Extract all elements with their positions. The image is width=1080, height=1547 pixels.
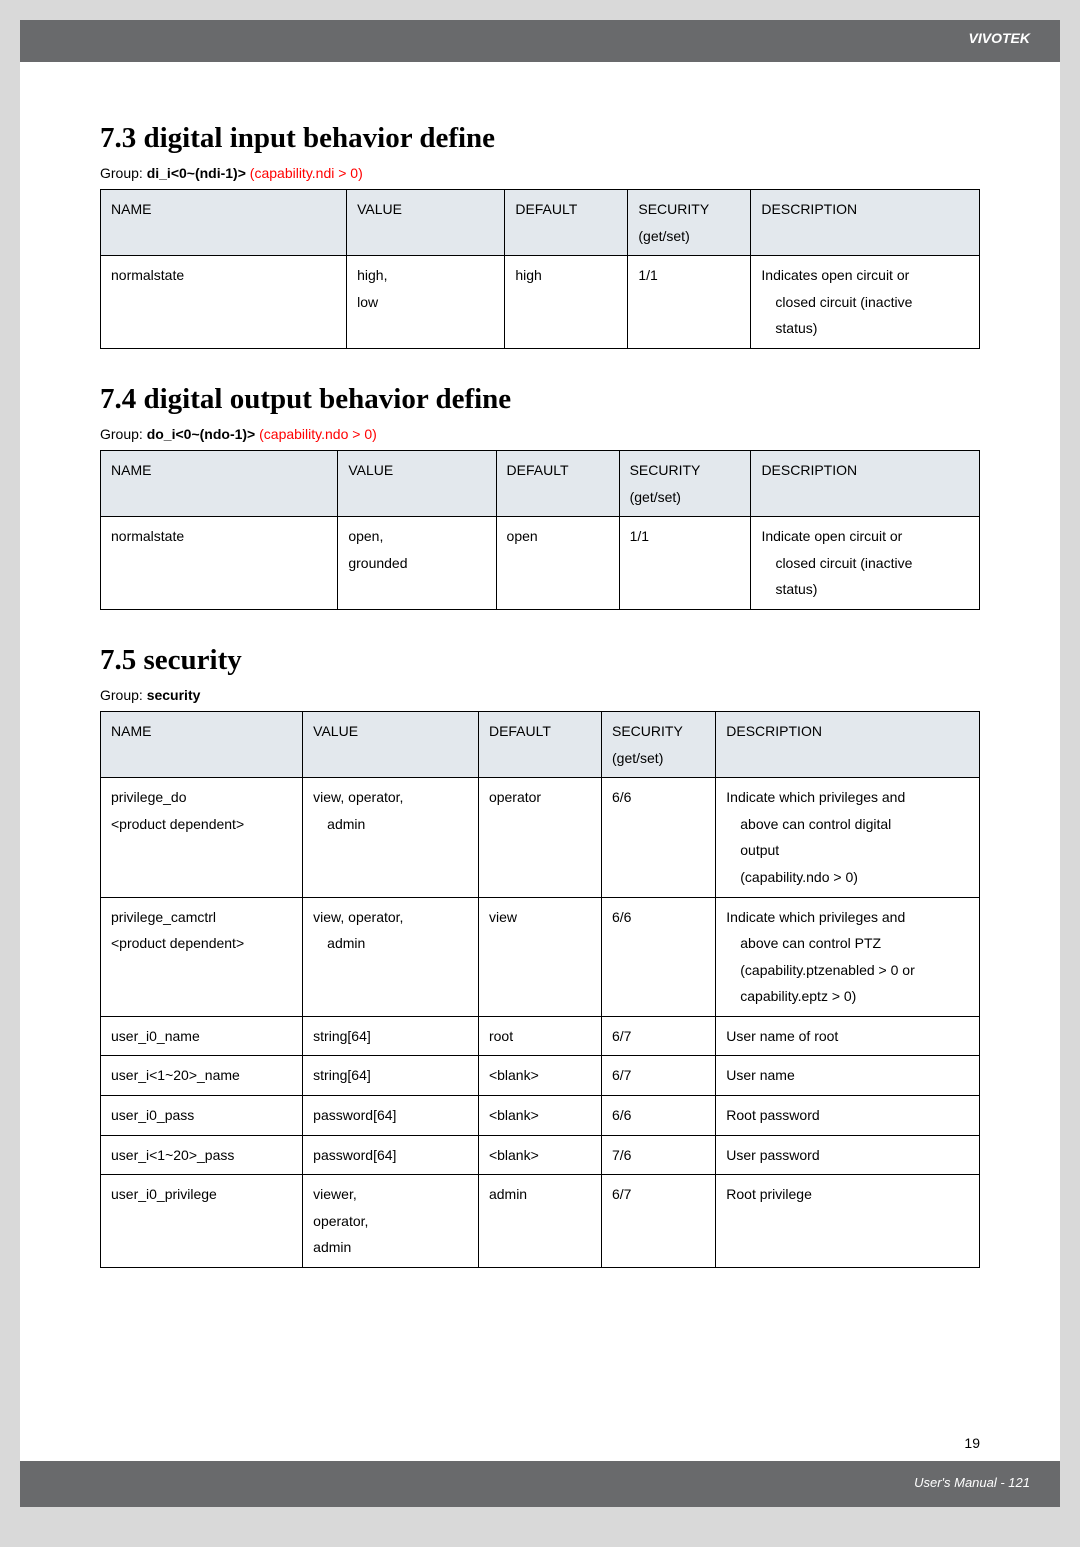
table-cell: high,low (347, 256, 505, 349)
header-band: VIVOTEK (20, 20, 1060, 62)
table-row: user_i0_privilegeviewer,operator,adminad… (101, 1175, 980, 1268)
table-cell: 6/6 (602, 1096, 716, 1136)
table-row: privilege_camctrl<product dependent>view… (101, 897, 980, 1016)
footer-band: User's Manual - 121 (20, 1461, 1060, 1507)
table-cell: user_i<1~20>_pass (101, 1135, 303, 1175)
group-name: security (147, 687, 201, 703)
table-cell: 6/6 (602, 897, 716, 1016)
table-cell: operator (478, 778, 601, 897)
table-row: user_i<1~20>_passpassword[64]<blank>7/6U… (101, 1135, 980, 1175)
table-header-cell: VALUE (347, 190, 505, 256)
table-header-cell: DEFAULT (505, 190, 628, 256)
table-cell: 1/1 (619, 517, 751, 610)
table-cell: 6/6 (602, 778, 716, 897)
group-prefix: Group: (100, 165, 147, 181)
table-cell: view (478, 897, 601, 1016)
table-header-cell: SECURITY(get/set) (628, 190, 751, 256)
table-cell: <blank> (478, 1135, 601, 1175)
group-line-7-3: Group: di_i<0~(ndi-1)> (capability.ndi >… (100, 165, 980, 181)
table-header-cell: VALUE (303, 711, 479, 777)
table-cell: Indicate which privileges andabove can c… (716, 897, 980, 1016)
table-row: user_i<1~20>_namestring[64]<blank>6/7Use… (101, 1056, 980, 1096)
table-cell: view, operator,admin (303, 897, 479, 1016)
table-cell: user_i0_name (101, 1016, 303, 1056)
group-cap: (capability.ndi > 0) (246, 165, 363, 181)
inner-page-number: 19 (964, 1435, 980, 1451)
table-cell: high (505, 256, 628, 349)
table-cell: 6/7 (602, 1016, 716, 1056)
table-cell: password[64] (303, 1135, 479, 1175)
table-header-cell: NAME (101, 450, 338, 516)
table-cell: root (478, 1016, 601, 1056)
section-title-7-3: 7.3 digital input behavior define (100, 122, 980, 155)
brand-label: VIVOTEK (969, 30, 1030, 46)
table-cell: normalstate (101, 256, 347, 349)
table-row: privilege_do<product dependent>view, ope… (101, 778, 980, 897)
table-cell: user_i<1~20>_name (101, 1056, 303, 1096)
table-7-3: NAMEVALUEDEFAULTSECURITY(get/set)DESCRIP… (100, 189, 980, 349)
group-prefix: Group: (100, 687, 147, 703)
table-cell: <blank> (478, 1096, 601, 1136)
table-header-cell: VALUE (338, 450, 496, 516)
table-header-cell: DEFAULT (496, 450, 619, 516)
table-row: normalstatehigh,lowhigh1/1Indicates open… (101, 256, 980, 349)
table-header-cell: DESCRIPTION (751, 190, 980, 256)
table-cell: Indicate open circuit orclosed circuit (… (751, 517, 980, 610)
table-cell: privilege_do<product dependent> (101, 778, 303, 897)
page-sheet: VIVOTEK 7.3 digital input behavior defin… (20, 20, 1060, 1507)
section-title-7-5: 7.5 security (100, 644, 980, 677)
content-area: 7.3 digital input behavior define Group:… (20, 62, 1060, 1268)
table-7-4: NAMEVALUEDEFAULTSECURITY(get/set)DESCRIP… (100, 450, 980, 610)
table-header-cell: NAME (101, 711, 303, 777)
table-cell: <blank> (478, 1056, 601, 1096)
table-cell: string[64] (303, 1016, 479, 1056)
table-7-5: NAMEVALUEDEFAULTSECURITY(get/set)DESCRIP… (100, 711, 980, 1268)
table-cell: 6/7 (602, 1056, 716, 1096)
group-line-7-5: Group: security (100, 687, 980, 703)
table-cell: 7/6 (602, 1135, 716, 1175)
table-cell: User name (716, 1056, 980, 1096)
table-cell: open (496, 517, 619, 610)
table-cell: admin (478, 1175, 601, 1268)
table-cell: User name of root (716, 1016, 980, 1056)
table-row: normalstateopen,groundedopen1/1Indicate … (101, 517, 980, 610)
table-cell: 6/7 (602, 1175, 716, 1268)
table-header-cell: DESCRIPTION (751, 450, 980, 516)
table-cell: string[64] (303, 1056, 479, 1096)
table-header-cell: DEFAULT (478, 711, 601, 777)
table-header-cell: DESCRIPTION (716, 711, 980, 777)
table-row: user_i0_namestring[64]root6/7User name o… (101, 1016, 980, 1056)
table-cell: user_i0_privilege (101, 1175, 303, 1268)
table-cell: viewer,operator,admin (303, 1175, 479, 1268)
table-row: user_i0_passpassword[64]<blank>6/6Root p… (101, 1096, 980, 1136)
table-cell: user_i0_pass (101, 1096, 303, 1136)
footer: 19 User's Manual - 121 (20, 1461, 1060, 1507)
group-line-7-4: Group: do_i<0~(ndo-1)> (capability.ndo >… (100, 426, 980, 442)
table-cell: User password (716, 1135, 980, 1175)
group-name: di_i<0~(ndi-1)> (147, 165, 246, 181)
table-header-cell: SECURITY(get/set) (602, 711, 716, 777)
table-cell: Root privilege (716, 1175, 980, 1268)
table-cell: normalstate (101, 517, 338, 610)
group-name: do_i<0~(ndo-1)> (147, 426, 256, 442)
table-cell: Indicates open circuit orclosed circuit … (751, 256, 980, 349)
footer-label: User's Manual - 121 (914, 1475, 1030, 1490)
table-cell: Indicate which privileges andabove can c… (716, 778, 980, 897)
table-cell: 1/1 (628, 256, 751, 349)
table-cell: view, operator,admin (303, 778, 479, 897)
table-header-cell: SECURITY(get/set) (619, 450, 751, 516)
table-cell: password[64] (303, 1096, 479, 1136)
group-cap: (capability.ndo > 0) (255, 426, 377, 442)
table-cell: open,grounded (338, 517, 496, 610)
group-prefix: Group: (100, 426, 147, 442)
table-cell: privilege_camctrl<product dependent> (101, 897, 303, 1016)
table-cell: Root password (716, 1096, 980, 1136)
section-title-7-4: 7.4 digital output behavior define (100, 383, 980, 416)
table-header-cell: NAME (101, 190, 347, 256)
